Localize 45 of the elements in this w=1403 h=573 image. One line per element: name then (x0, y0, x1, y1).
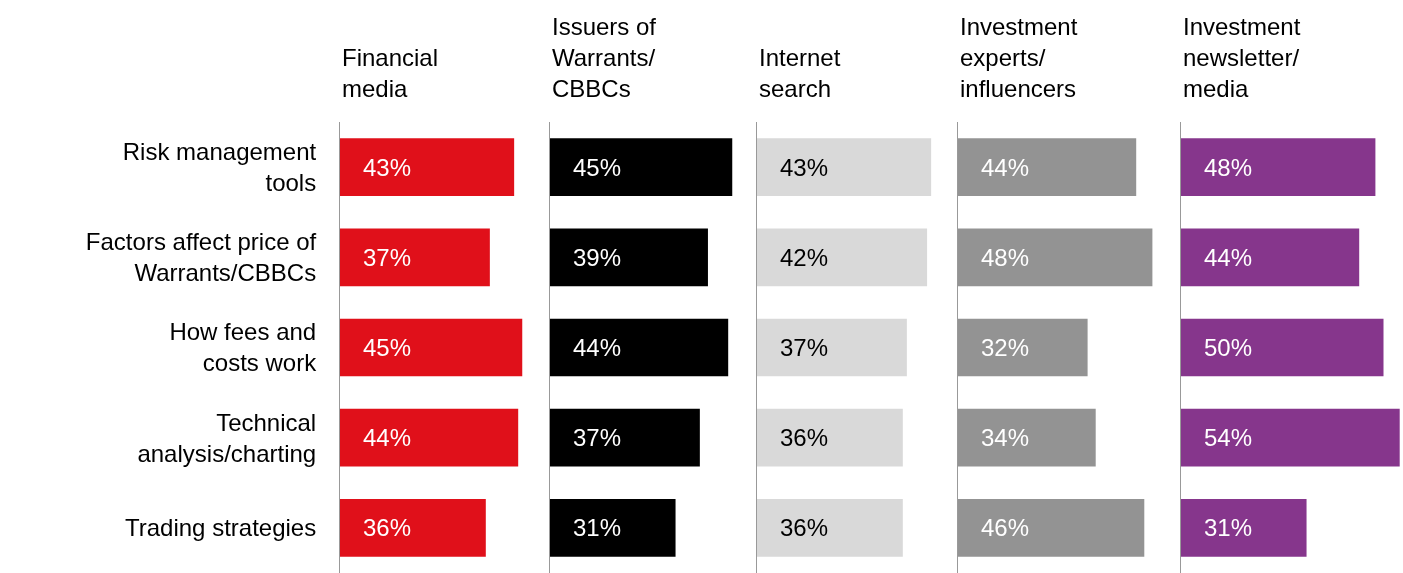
y-tick-label: How fees and costs work (169, 318, 318, 377)
chart-title: Investment experts/ influencers (960, 13, 1078, 103)
bar (1181, 318, 1384, 377)
data-label: 50% (1184, 334, 1253, 361)
data-label: 31% (1184, 514, 1253, 542)
data-label: 32% (961, 334, 1030, 361)
y-tick-label: Technical analysis/charting (137, 408, 317, 467)
data-label: 44% (343, 424, 412, 452)
data-label: 48% (961, 243, 1030, 271)
data-label: 43% (343, 153, 412, 181)
data-label: 54% (1184, 424, 1253, 452)
bar (1181, 138, 1376, 196)
y-tick-label: Trading strategies (125, 514, 317, 542)
chart-title: Investment newsletter/ media (1183, 13, 1301, 103)
data-label: 31% (553, 514, 622, 542)
data-label: 46% (961, 514, 1030, 542)
y-tick-label: Factors affect price of Warrants/CBBCs (85, 228, 317, 287)
data-label: 34% (961, 424, 1030, 452)
data-label: 37% (343, 243, 412, 271)
data-label: 36% (760, 424, 829, 452)
data-label: 44% (553, 334, 622, 361)
data-label: 37% (760, 334, 829, 361)
bar (1181, 499, 1307, 557)
bar (550, 318, 729, 377)
bar (550, 499, 676, 557)
data-label: 37% (553, 424, 622, 452)
data-label: 44% (1184, 243, 1253, 271)
chart-title: Internet search (759, 44, 841, 103)
data-label: 36% (760, 514, 829, 542)
bar (1181, 408, 1400, 467)
bar (550, 138, 733, 196)
data-label: 45% (553, 153, 622, 181)
data-label: 36% (343, 514, 412, 542)
bar (550, 408, 700, 467)
chart-title: Financial media (342, 44, 439, 103)
y-tick-label: Risk management tools (122, 137, 317, 197)
data-label: 42% (760, 243, 829, 271)
data-label: 48% (1184, 153, 1253, 181)
data-label: 45% (343, 334, 412, 361)
bar (1181, 228, 1360, 287)
bar (550, 228, 708, 287)
chart-title: Issuers of Warrants/ CBBCs (552, 13, 657, 103)
data-label: 44% (961, 153, 1030, 181)
data-label: 43% (760, 153, 829, 181)
data-label: 39% (553, 243, 622, 271)
